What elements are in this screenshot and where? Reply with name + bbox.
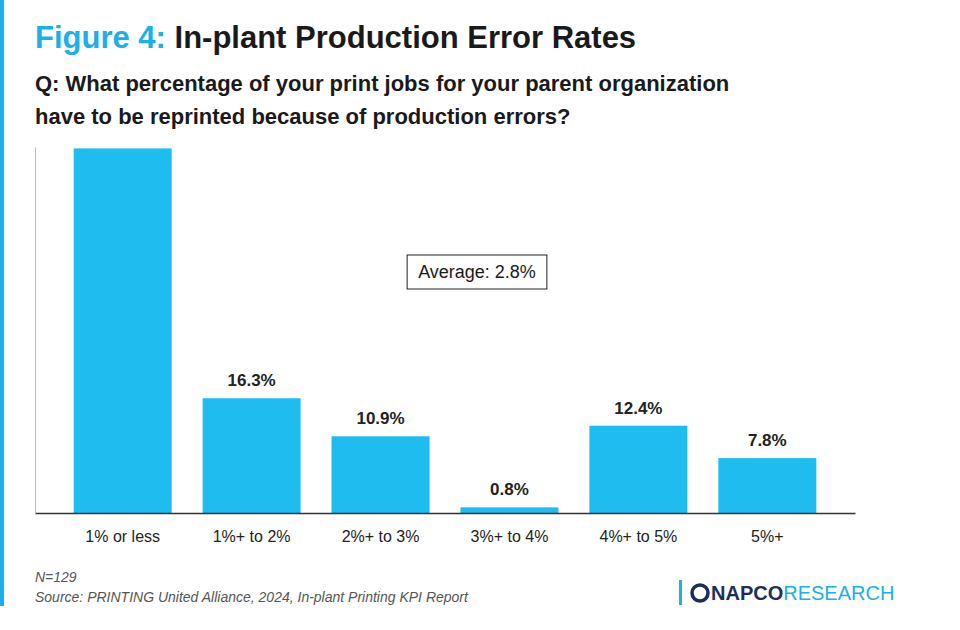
subtitle: have to be reprinted because of producti…: [35, 104, 570, 129]
x-tick: 1%+ to 2%: [213, 513, 291, 545]
data-label: 0.8%: [490, 480, 529, 499]
logo: NAPCORESEARCH: [711, 582, 894, 604]
x-axis: 1% or less 1%+ to 2% 2%+ to 3% 3%+ to 4% 4%+…: [36, 513, 856, 545]
chart: Figure 4: In-plant Production Error Rate…: [0, 0, 960, 630]
x-tick-label: 1% or less: [85, 528, 160, 545]
x-tick-label: 5%+: [751, 528, 783, 545]
bar: [203, 398, 301, 513]
x-tick-label: 2%+ to 3%: [342, 528, 420, 545]
y-axis: [35, 148, 36, 514]
x-tick: 1% or less: [85, 513, 160, 545]
data-label: 12.4%: [614, 399, 662, 418]
logo-icon: [692, 585, 708, 601]
x-tick-label: 4%+ to 5%: [599, 528, 677, 545]
annotation-box: [407, 255, 547, 289]
x-axis-line: [36, 513, 856, 515]
accent-bar: [0, 0, 4, 606]
x-tick: 4%+ to 5%: [599, 513, 677, 545]
x-tick: 5%+: [751, 513, 783, 545]
subtitle: Q: What percentage of your print jobs fo…: [35, 71, 729, 96]
x-tick-label: 3%+ to 4%: [471, 528, 549, 545]
data-label: 7.8%: [748, 431, 787, 450]
y-axis-line: [35, 148, 36, 514]
note: N=129: [35, 569, 77, 585]
x-tick: 2%+ to 3%: [342, 513, 420, 545]
data-label: 10.9%: [356, 409, 404, 428]
logo-part: RESEARCH: [783, 582, 894, 604]
bars: [74, 148, 817, 513]
bar: [718, 458, 816, 513]
title: Figure 4: In-plant Production Error Rate…: [35, 20, 636, 55]
source: Source: PRINTING United Alliance, 2024, …: [35, 589, 469, 605]
data-label: 16.3%: [228, 371, 276, 390]
bar: [332, 436, 430, 513]
title-prefix: Figure 4:: [35, 20, 166, 55]
x-tick: 3%+ to 4%: [471, 513, 549, 545]
bar: [460, 507, 558, 513]
logo-bar: [679, 580, 682, 605]
logo-part: NAPCO: [711, 582, 783, 604]
x-tick-label: 1%+ to 2%: [213, 528, 291, 545]
bar: [74, 148, 172, 513]
annotation: Average: 2.8%: [418, 262, 536, 282]
title-main: In-plant Production Error Rates: [166, 20, 636, 55]
bar: [589, 426, 687, 513]
